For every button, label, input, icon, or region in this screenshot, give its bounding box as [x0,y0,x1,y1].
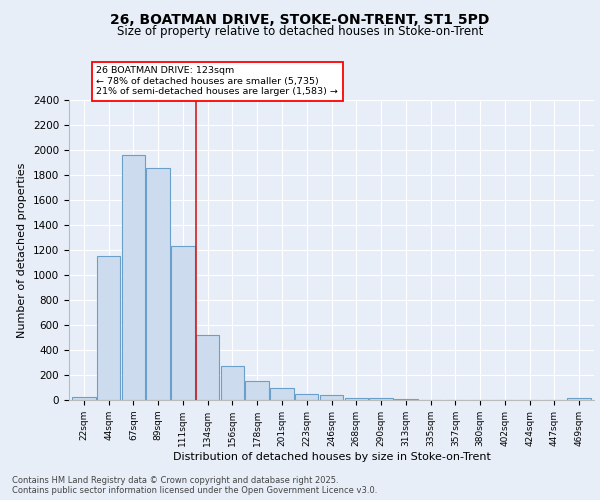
Bar [72,397,95,400]
Bar [171,246,194,400]
Bar [122,155,145,400]
Bar [196,335,220,400]
X-axis label: Distribution of detached houses by size in Stoke-on-Trent: Distribution of detached houses by size … [173,452,490,462]
Bar [295,394,319,400]
Bar [320,394,343,400]
Bar [394,399,418,400]
Bar [221,366,244,400]
Text: Contains public sector information licensed under the Open Government Licence v3: Contains public sector information licen… [12,486,377,495]
Text: 26, BOATMAN DRIVE, STOKE-ON-TRENT, ST1 5PD: 26, BOATMAN DRIVE, STOKE-ON-TRENT, ST1 5… [110,12,490,26]
Bar [344,398,368,400]
Y-axis label: Number of detached properties: Number of detached properties [17,162,28,338]
Bar [369,398,393,400]
Bar [245,381,269,400]
Text: Size of property relative to detached houses in Stoke-on-Trent: Size of property relative to detached ho… [117,25,483,38]
Text: Contains HM Land Registry data © Crown copyright and database right 2025.: Contains HM Land Registry data © Crown c… [12,476,338,485]
Bar [568,398,591,400]
Text: 26 BOATMAN DRIVE: 123sqm
← 78% of detached houses are smaller (5,735)
21% of sem: 26 BOATMAN DRIVE: 123sqm ← 78% of detach… [96,66,338,96]
Bar [97,256,121,400]
Bar [270,388,294,400]
Bar [146,168,170,400]
